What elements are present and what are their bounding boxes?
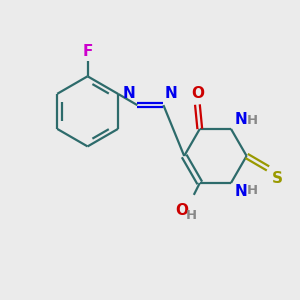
Text: H: H: [246, 184, 258, 197]
Text: O: O: [176, 203, 188, 218]
Text: N: N: [165, 86, 178, 101]
Text: N: N: [123, 86, 136, 101]
Text: S: S: [272, 171, 283, 186]
Text: H: H: [185, 208, 197, 221]
Text: F: F: [82, 44, 93, 59]
Text: H: H: [246, 114, 258, 128]
Text: O: O: [191, 86, 204, 101]
Text: N: N: [235, 184, 247, 200]
Text: N: N: [235, 112, 247, 128]
